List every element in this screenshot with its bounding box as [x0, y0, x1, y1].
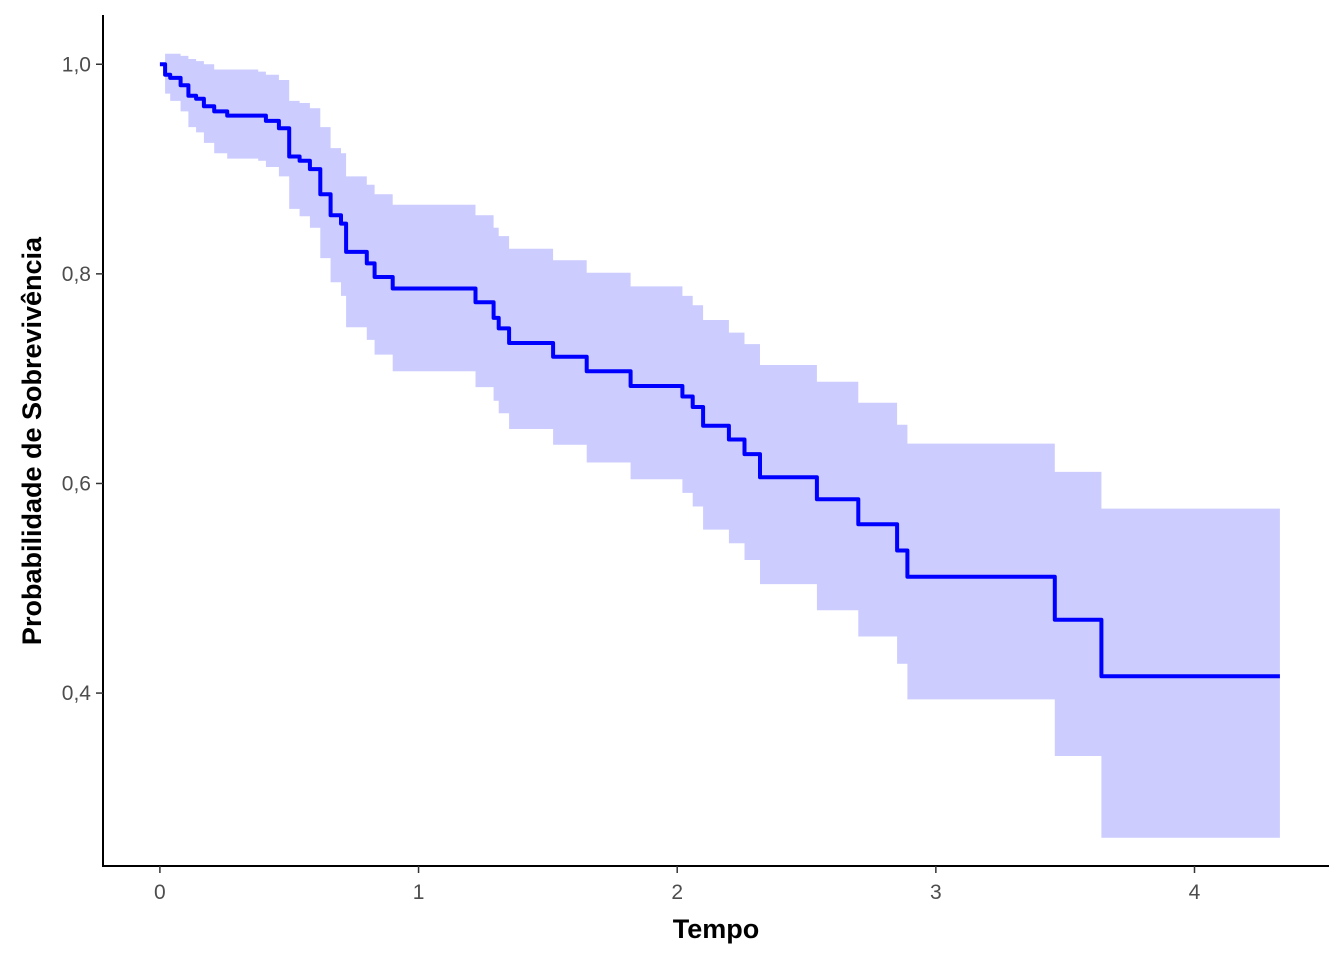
survival-curve-line [159, 62, 1280, 679]
y-tick-label: 0,6 [62, 472, 91, 495]
plot-area [159, 53, 1280, 838]
y-axis-title: Probabilidade de Sobrevivência [17, 236, 47, 645]
y-tick-label: 0,4 [62, 682, 92, 705]
x-tick-label: 3 [930, 881, 942, 904]
x-tick-label: 1 [413, 881, 425, 904]
y-tick-label: 1,0 [62, 53, 91, 76]
x-axis-title: Tempo [673, 914, 760, 944]
y-ticks: 0,4 0,6 0,8 1,0 [62, 53, 103, 705]
x-tick-label: 2 [671, 881, 683, 904]
y-tick-label: 0,8 [62, 263, 91, 286]
x-ticks: 0 1 2 3 4 [154, 866, 1201, 904]
x-tick-label: 4 [1189, 881, 1201, 904]
x-tick-label: 0 [154, 881, 166, 904]
confidence-band [159, 53, 1280, 838]
axes: 0 1 2 3 4 0,4 0,6 0,8 1,0 [62, 15, 1329, 904]
